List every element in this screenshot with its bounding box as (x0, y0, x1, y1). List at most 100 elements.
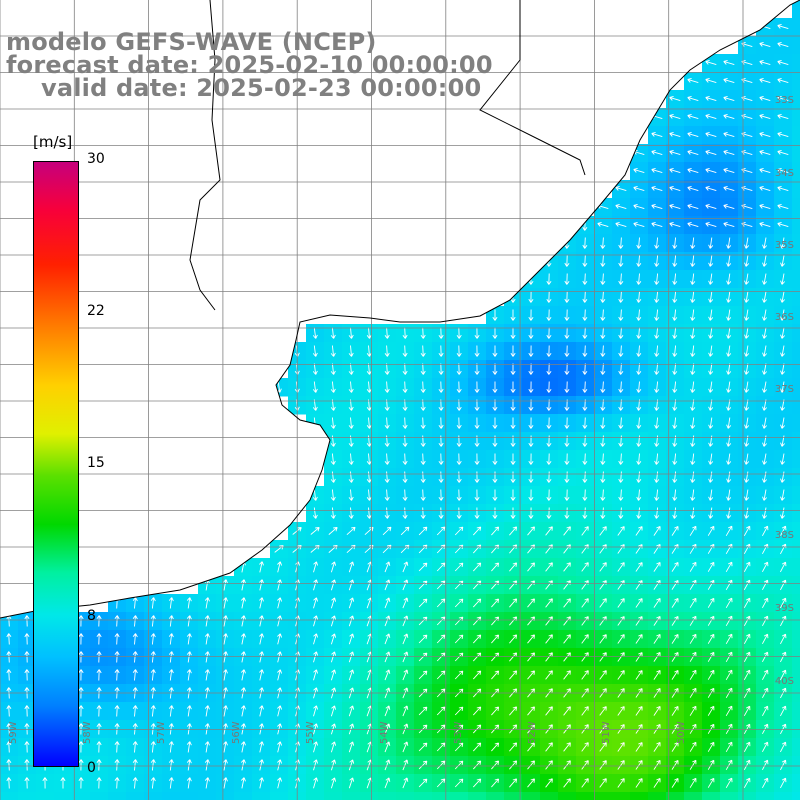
lat-label: 37S (774, 384, 794, 395)
wind-vector-arrow (438, 453, 444, 465)
wind-vector-arrow (615, 203, 627, 210)
wind-vector-arrow (599, 706, 607, 716)
wind-speed-cell (792, 0, 800, 19)
wind-vector-arrow (744, 489, 750, 501)
wind-vector-arrow (759, 131, 771, 138)
colorbar-unit: [m/s] (33, 133, 73, 151)
wind-vector-arrow (636, 309, 642, 321)
wind-vector-arrow (204, 777, 210, 789)
wind-vector-arrow (366, 381, 372, 393)
wind-vector-arrow (510, 345, 516, 357)
wind-vector-arrow (222, 579, 228, 591)
wind-vector-arrow (672, 417, 678, 429)
wind-vector-arrow (6, 705, 12, 717)
wind-vector-arrow (618, 345, 624, 357)
wind-vector-arrow (780, 345, 786, 357)
wind-vector-arrow (653, 777, 661, 788)
wind-vector-arrow (204, 597, 210, 609)
wind-vector-arrow (780, 777, 787, 789)
wind-vector-arrow (708, 291, 714, 303)
wind-vector-arrow (707, 759, 715, 770)
lon-label: 57W (156, 721, 167, 744)
wind-vector-arrow (762, 255, 768, 267)
wind-vector-arrow (402, 363, 408, 375)
wind-vector-arrow (725, 669, 733, 681)
wind-speed-cell (792, 558, 800, 577)
wind-vector-arrow (762, 543, 769, 555)
wind-vector-arrow (259, 723, 264, 735)
wind-vector-arrow (546, 453, 552, 465)
wind-vector-arrow (330, 669, 337, 681)
wind-speed-cell (234, 792, 253, 800)
wind-speed-cell (792, 144, 800, 163)
wind-vector-arrow (420, 345, 426, 357)
wind-vector-arrow (689, 633, 697, 644)
wind-vector-arrow (240, 615, 246, 627)
colorbar-tick: 22 (87, 303, 105, 319)
wind-vector-arrow (618, 273, 624, 285)
wind-vector-arrow (687, 95, 699, 102)
wind-vector-arrow (725, 705, 733, 717)
wind-vector-arrow (777, 41, 789, 48)
wind-vector-arrow (186, 759, 192, 771)
wind-vector-arrow (653, 543, 661, 554)
wind-vector-arrow (687, 149, 699, 156)
wind-speed-cell (792, 756, 800, 775)
wind-vector-arrow (240, 741, 246, 753)
wind-vector-arrow (436, 598, 446, 608)
wind-vector-arrow (277, 561, 283, 573)
wind-vector-arrow (454, 670, 464, 680)
wind-vector-arrow (382, 526, 392, 536)
wind-vector-arrow (600, 453, 606, 465)
wind-vector-arrow (707, 543, 715, 554)
wind-vector-arrow (726, 417, 732, 429)
wind-vector-arrow (259, 741, 264, 753)
wind-vector-arrow (654, 237, 660, 249)
wind-vector-arrow (635, 634, 643, 644)
lon-label: 54W (379, 721, 390, 744)
wind-speed-cell (792, 414, 800, 433)
wind-speed-cell (792, 468, 800, 487)
wind-vector-arrow (671, 543, 679, 554)
wind-vector-arrow (726, 453, 732, 465)
wind-vector-arrow (348, 579, 355, 591)
wind-vector-arrow (600, 309, 606, 321)
wind-vector-arrow (114, 723, 120, 735)
wind-vector-arrow (492, 471, 498, 483)
wind-speed-cell (414, 792, 433, 800)
wind-vector-arrow (454, 742, 464, 752)
wind-vector-arrow (618, 507, 624, 519)
wind-vector-arrow (726, 291, 732, 303)
wind-vector-arrow (240, 705, 246, 717)
wind-vector-arrow (563, 580, 571, 590)
wind-vector-arrow (472, 562, 482, 572)
wind-vector-arrow (348, 417, 354, 429)
wind-vector-arrow (725, 525, 733, 537)
wind-vector-arrow (528, 453, 534, 465)
wind-speed-cell (792, 648, 800, 667)
wind-vector-arrow (313, 561, 319, 573)
wind-speed-cell (540, 792, 559, 800)
wind-vector-arrow (436, 670, 446, 680)
wind-vector-arrow (780, 543, 787, 555)
wind-vector-arrow (6, 759, 12, 771)
wind-vector-arrow (384, 597, 391, 609)
wind-vector-arrow (707, 651, 715, 662)
wind-vector-arrow (725, 723, 733, 735)
wind-vector-arrow (438, 489, 444, 501)
wind-vector-arrow (599, 760, 607, 770)
wind-speed-cell (792, 306, 800, 325)
wind-vector-arrow (743, 525, 751, 537)
wind-vector-arrow (617, 526, 625, 536)
wind-vector-arrow (777, 77, 789, 84)
wind-vector-arrow (492, 489, 498, 501)
wind-vector-arrow (240, 777, 246, 789)
wind-vector-arrow (527, 562, 535, 572)
wind-vector-arrow (671, 705, 679, 716)
wind-vector-arrow (635, 598, 643, 608)
wind-vector-arrow (725, 561, 733, 573)
wind-vector-arrow (78, 759, 84, 771)
wind-vector-arrow (669, 113, 681, 120)
wind-vector-arrow (726, 255, 732, 267)
wind-vector-arrow (762, 291, 768, 303)
